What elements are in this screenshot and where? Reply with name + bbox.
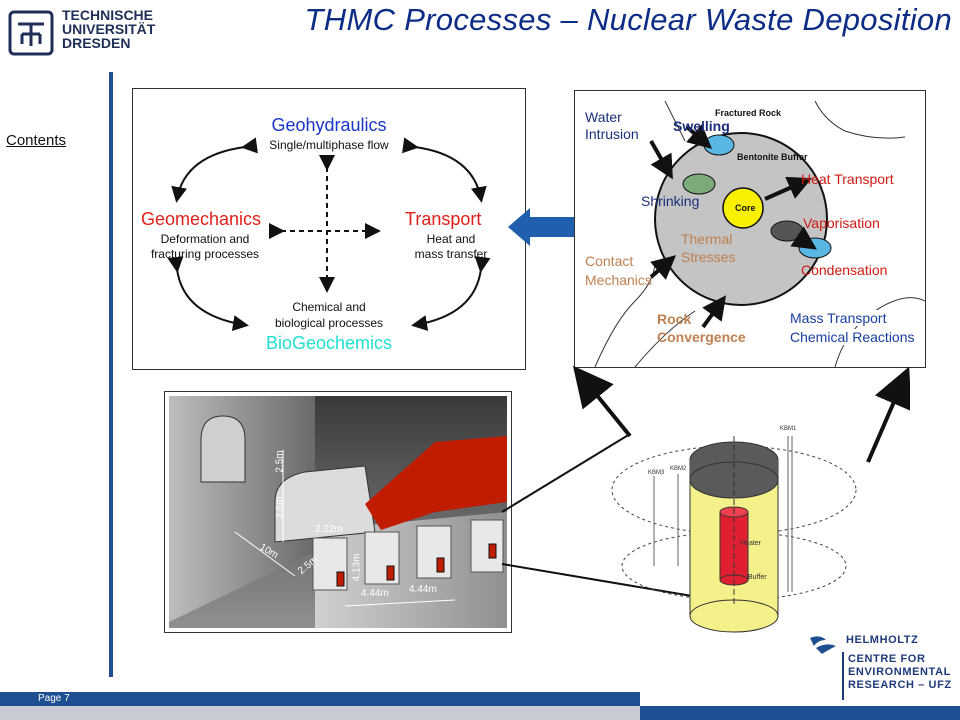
dim-4-44m-right: 4.44m: [409, 584, 437, 595]
chemical-reactions-label: Chemical Reactions: [790, 329, 915, 345]
bentonite-buffer-label: Bentonite Buffer: [737, 152, 808, 162]
dim-4-44m-left: 4.44m: [361, 588, 389, 599]
dim-4-13m: 4.13m: [351, 553, 363, 582]
geomechanics-sub-2: fracturing processes: [150, 247, 260, 261]
ufz-line-2: ENVIRONMENTAL: [848, 666, 951, 678]
tunnel-panel: 2.5m 2.5m 2.22m 10m 2.5m 4.13m 4.44m 4.4…: [164, 391, 512, 633]
processes-panel: Water Intrusion Fractured Rock Swelling …: [574, 90, 926, 368]
arc-top-right: [402, 137, 487, 203]
transport-label: Transport: [405, 209, 482, 229]
biogeo-sub-1: Chemical and: [292, 300, 366, 314]
vapor-pocket: [770, 220, 804, 242]
contents-link[interactable]: Contents: [6, 132, 67, 149]
buffer-label: Buffer: [748, 574, 767, 581]
condensation-label: Condensation: [801, 262, 888, 278]
biogeochemics-label: BioGeochemics: [265, 333, 393, 353]
helmholtz-text: HELMHOLTZ CENTRE FOR ENVIRONMENTAL RESEA…: [846, 634, 952, 692]
coupling-arrows: [167, 137, 491, 331]
footer-bar-top: [0, 692, 640, 706]
helmholtz-name: HELMHOLTZ: [846, 634, 919, 646]
arc-top-left: [171, 137, 258, 203]
geohydraulics-sub: Single/multiphase flow: [269, 138, 389, 152]
logo-line-3: DRESDEN: [62, 35, 131, 51]
core-label: Core: [735, 203, 756, 213]
water-intrusion-label-1: Water: [585, 109, 622, 125]
tud-logo-text: TECHNISCHE UNIVERSITÄT DRESDEN: [62, 8, 155, 50]
page-title: THMC Processes – Nuclear Waste Depositio…: [304, 2, 952, 37]
geohydraulics-label: Geohydraulics: [271, 115, 387, 135]
tud-logo-icon: [8, 10, 54, 56]
helmholtz-divider: [842, 652, 844, 700]
contact-mechanics-label-1: Contact: [585, 253, 634, 269]
helmholtz-logo-icon: [808, 634, 838, 656]
rock-convergence-label-2: Convergence: [657, 329, 746, 345]
thermal-stresses-label-2: Stresses: [681, 249, 736, 265]
vaporisation-label: Vaporisation: [803, 215, 880, 231]
shrinking-pocket: [682, 173, 716, 195]
geomechanics-sub-1: Deformation and: [160, 232, 250, 246]
transport-sub-2: mass transfer: [414, 247, 488, 261]
swelling-label: Swelling: [673, 118, 730, 134]
dim-2-5m-mid: 2.5m: [274, 496, 286, 519]
arc-bottom-left: [167, 256, 249, 331]
kbm2-label: KBM2: [670, 466, 687, 472]
mass-transport-label: Mass Transport: [790, 310, 887, 326]
sidebar-divider: [109, 72, 113, 677]
contact-mechanics-label-2: Mechanics: [585, 272, 652, 288]
tunnel-drawing: [169, 396, 507, 628]
rock-convergence-label-1: Rock: [657, 311, 692, 327]
transport-sub-1: Heat and: [426, 232, 476, 246]
logo-line-2: UNIVERSITÄT: [62, 21, 156, 37]
arc-bottom-right: [411, 256, 491, 331]
thermal-stresses-label-1: Thermal: [681, 231, 733, 247]
core-circle: [722, 187, 764, 229]
biogeo-sub-2: biological processes: [274, 316, 384, 330]
kbm3-label: KBM3: [648, 470, 665, 476]
thmc-coupling-panel: Geohydraulics Single/multiphase flow Geo…: [132, 88, 526, 370]
ufz-line-1: CENTRE FOR: [848, 653, 926, 665]
footer-bar-right: [640, 706, 960, 720]
shrinking-label: Shrinking: [641, 193, 700, 209]
borehole-drawing: [611, 436, 857, 633]
connector-arrows: [501, 365, 910, 599]
water-intrusion-label-2: Intrusion: [585, 126, 639, 142]
borehole-schematic: Heater Buffer KBM1 KBM2 KBM3: [608, 416, 860, 638]
processes-drawing: [594, 100, 925, 367]
logo-line-1: TECHNISCHE: [62, 7, 154, 23]
tud-logo: [8, 10, 54, 56]
heat-transport-label: Heat Transport: [801, 171, 894, 187]
kbm1-label: KBM1: [780, 426, 797, 432]
geomechanics-label: Geomechanics: [141, 209, 262, 229]
swelling-pocket: [703, 134, 735, 156]
page-number: Page 7: [38, 693, 70, 704]
left-arrow-icon: [508, 208, 580, 246]
fractured-rock-label: Fractured Rock: [715, 108, 782, 118]
heater-label: Heater: [740, 540, 762, 547]
dim-2-5m-top: 2.5m: [274, 450, 286, 473]
ufz-line-3: RESEARCH – UFZ: [848, 679, 952, 691]
dim-2-22m: 2.22m: [315, 524, 343, 535]
